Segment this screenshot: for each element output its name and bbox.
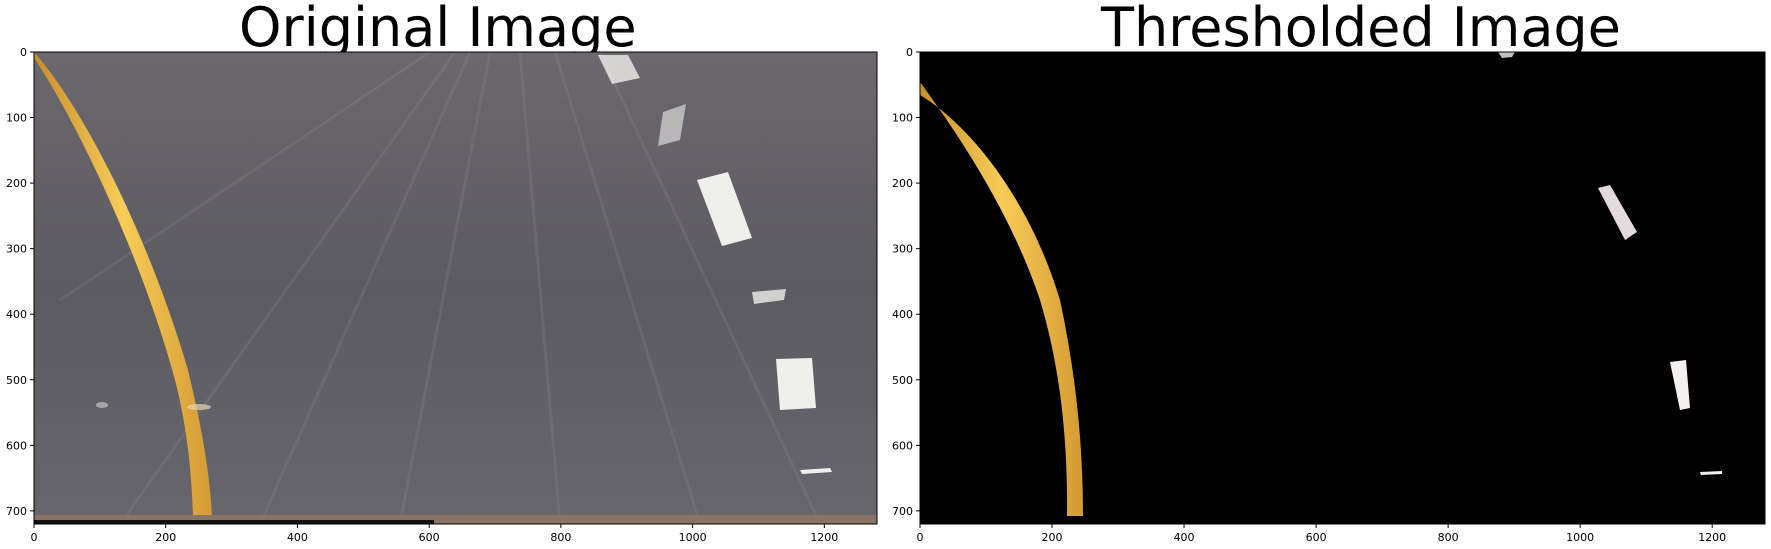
left_panel-x-tick-label: 400 (287, 531, 308, 544)
thresholded-image (920, 52, 1765, 524)
left_panel-x-tick-label: 0 (31, 531, 38, 544)
axes: 0 200 400 600 800 1000 12000100200300400500600… (6, 46, 1726, 544)
right_panel-y-tick-label: 300 (892, 243, 913, 256)
left_panel-x-tick-label: 200 (155, 531, 176, 544)
left_panel-x-tick-label: 800 (550, 531, 571, 544)
right_panel-y-tick-label: 700 (892, 505, 913, 518)
left_panel-y-tick-label: 400 (6, 308, 27, 321)
white-lane-dashes (598, 55, 832, 474)
left_panel-y-tick-label: 700 (6, 505, 27, 518)
left_panel-y-tick-label: 600 (6, 439, 27, 452)
right-panel-title: Thresholded Image (1101, 0, 1621, 59)
right_panel-y-tick-label: 600 (892, 439, 913, 452)
left-panel-title: Original Image (239, 0, 637, 59)
right_panel-y-tick-label: 200 (892, 177, 913, 190)
right_panel-y-tick-label: 400 (892, 308, 913, 321)
blur-streaks (59, 52, 822, 524)
right_panel-x-tick-label: 600 (1306, 531, 1327, 544)
left_panel-x-tick-label: 600 (419, 531, 440, 544)
road-surface (34, 52, 877, 524)
right_panel-x-tick-label: 800 (1438, 531, 1459, 544)
right_panel-x-tick-label: 400 (1174, 531, 1195, 544)
right_panel-y-tick-label: 500 (892, 374, 913, 387)
right_panel-y-tick-label: 100 (892, 112, 913, 125)
left_panel-y-tick-label: 500 (6, 374, 27, 387)
threshold-background (920, 52, 1765, 524)
left_panel-y-tick-label: 0 (20, 46, 27, 59)
right_panel-x-tick-label: 1200 (1698, 531, 1726, 544)
right_panel-x-tick-label: 1000 (1566, 531, 1594, 544)
left_panel-y-tick-label: 100 (6, 112, 27, 125)
right_panel-x-tick-label: 200 (1042, 531, 1063, 544)
yellow-lane-line (34, 52, 212, 518)
left_panel-y-tick-label: 300 (6, 243, 27, 256)
original-image (34, 52, 877, 524)
right_panel-y-tick-label: 0 (906, 46, 913, 59)
thresholded-yellow-lane (920, 82, 1083, 516)
bottom-strip (34, 515, 877, 524)
left_panel-x-tick-label: 1000 (679, 531, 707, 544)
left_panel-x-tick-label: 1200 (810, 531, 838, 544)
right_panel-x-tick-label: 0 (917, 531, 924, 544)
left_panel-y-tick-label: 200 (6, 177, 27, 190)
thresholded-white-marks (1498, 52, 1722, 475)
